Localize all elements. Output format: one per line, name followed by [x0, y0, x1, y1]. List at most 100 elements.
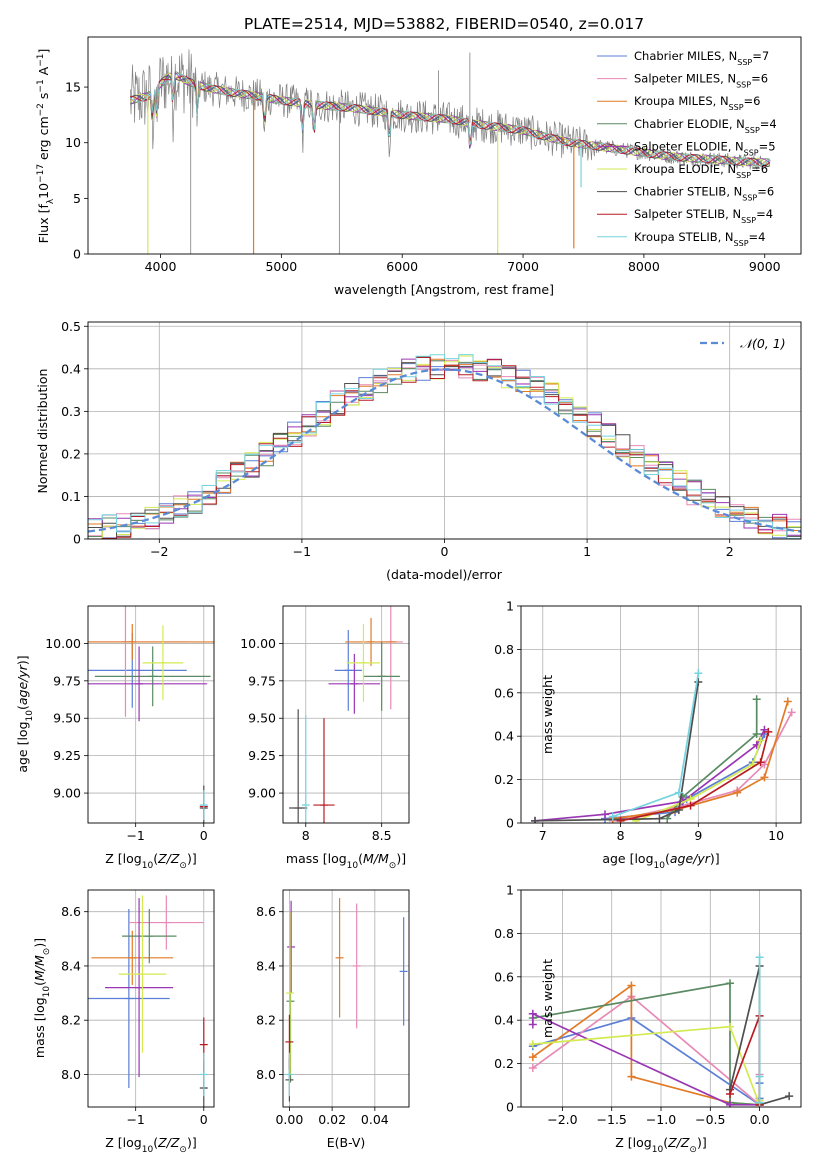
plot-area — [88, 606, 214, 823]
axis-label-part: ( — [153, 1135, 158, 1150]
weight-marker — [674, 788, 683, 797]
weight-marker — [783, 697, 792, 706]
legend-label-count: =6 — [751, 72, 768, 86]
weight-marker — [787, 708, 796, 717]
x-tick-label: 5000 — [265, 259, 297, 274]
y-axis-label: Flux [fλ10−17 erg cm−2 s−1 A−1] — [36, 49, 56, 244]
weight-marker — [528, 1040, 537, 1049]
axis-label-part: )] — [187, 851, 197, 866]
y-tick-label: 9.50 — [248, 711, 276, 726]
axis-label-part: s — [36, 93, 51, 104]
axes-frame — [87, 889, 215, 1108]
x-tick-label: 8.5 — [372, 828, 392, 843]
legend-label-name: Chabrier ELODIE, N — [634, 117, 745, 131]
axis-label-part: −17 — [36, 164, 46, 183]
legend-label: Kroupa ELODIE, NSSP=6 — [634, 162, 768, 180]
legend-label-count: =4 — [756, 207, 773, 221]
y-tick-label: 0 — [506, 1100, 514, 1115]
y-tick-label: 0.5 — [61, 319, 81, 334]
y-tick-label: 9.25 — [53, 748, 81, 763]
y-tick-label: 8.2 — [256, 1013, 276, 1028]
y-axis-label: age [log10(age/yr)] — [15, 655, 35, 772]
x-axis-label: age [log10(age/yr)] — [602, 851, 719, 871]
axis-label-part: ⊙ — [42, 948, 52, 956]
y-tick-label: 10.00 — [240, 636, 276, 651]
legend-label-sub: SSP — [729, 103, 744, 112]
axis-label-part: ( — [153, 851, 158, 866]
legend-label-count: =4 — [749, 230, 766, 244]
legend-label-count: =5 — [759, 139, 776, 153]
weight-marker — [528, 1063, 537, 1072]
weight-series-line — [531, 1012, 760, 1106]
axis-label-part: Z [log — [105, 851, 141, 866]
weight-marker — [694, 669, 703, 678]
legend-label-name: Salpeter MILES, N — [634, 72, 736, 86]
legend-label-sub: SSP — [745, 125, 760, 134]
y-tick-label: 0 — [506, 816, 514, 831]
weight-marker — [755, 1098, 764, 1107]
weight-series-line — [532, 982, 760, 1106]
model-spectrum-kroupa-elodie — [129, 72, 771, 167]
y-tick-label: 0.2 — [61, 446, 81, 461]
y-tick-label: 0.2 — [494, 772, 514, 787]
axis-label-part: age/yr — [670, 851, 711, 866]
legend-label: Salpeter MILES, NSSP=6 — [634, 72, 768, 90]
panel-residuals: −2 −1 0 1 2 0 0.1 0.2 0.3 0.4 0.5 (data-model)/erro… — [35, 319, 802, 582]
legend-label-count: =6 — [751, 162, 768, 176]
axis-label-part: M/M — [363, 851, 389, 866]
axis-label-part: age [log — [15, 721, 30, 772]
y-tick-label: 8.6 — [256, 904, 276, 919]
axis-label-part: M/M — [32, 955, 47, 981]
x-tick-label: 0 — [200, 1112, 208, 1127]
x-tick-label: 4000 — [145, 259, 177, 274]
x-tick-label: −2 — [150, 544, 168, 559]
axis-label-part: 10 — [25, 710, 35, 722]
axis-label-part: ( — [32, 981, 47, 986]
axis-label-part: A — [36, 66, 51, 79]
x-axis-label: Z [log10(Z/Z⊙)] — [105, 851, 196, 871]
x-tick-label: 1 — [583, 544, 591, 559]
plot-area — [531, 669, 796, 823]
x-tick-label: −1 — [126, 828, 144, 843]
x-tick-label: 6000 — [386, 259, 418, 274]
y-tick-label: 9.00 — [53, 786, 81, 801]
weight-marker — [756, 736, 765, 745]
legend-label-sub: SSP — [736, 80, 751, 89]
y-tick-label: 8.6 — [61, 904, 81, 919]
legend-label-name: Chabrier MILES, N — [634, 49, 737, 63]
panel-spectrum: 4000 5000 6000 7000 8000 9000 0 5 10 15 wavelength… — [36, 36, 802, 297]
y-tick-label: 1 — [506, 599, 514, 614]
y-tick-label: 0.8 — [494, 926, 514, 941]
weight-marker — [627, 1072, 636, 1081]
x-axis-label: E(B-V) — [327, 1135, 366, 1150]
axis-label-part: )] — [32, 938, 47, 948]
legend-label-count: =7 — [752, 49, 769, 63]
y-axis-label: mass weight — [540, 675, 555, 754]
legend-label: Kroupa STELIB, NSSP=4 — [634, 230, 765, 248]
y-tick-label: 9.50 — [53, 711, 81, 726]
weight-series-line — [666, 699, 758, 820]
y-tick-label: 9.75 — [248, 673, 276, 688]
weight-marker — [655, 814, 664, 823]
legend-label-sub: SSP — [736, 171, 751, 180]
y-tick-label: 0.2 — [494, 1056, 514, 1071]
figure-title: PLATE=2514, MJD=53882, FIBERID=0540, z=0… — [244, 15, 644, 33]
axis-label-part: )] — [15, 655, 30, 665]
legend-label-name: Kroupa STELIB, N — [634, 230, 734, 244]
legend-label-name: Kroupa ELODIE, N — [634, 162, 736, 176]
legend-label: Chabrier MILES, NSSP=7 — [634, 49, 769, 67]
axis-label-part: ⊙ — [389, 861, 397, 871]
legend-label-sub: SSP — [737, 58, 752, 67]
weight-marker — [694, 677, 703, 686]
axis-label-part: ] — [36, 49, 51, 54]
axes-frame — [87, 605, 215, 824]
y-tick-label: 0.1 — [61, 489, 81, 504]
x-tick-label: 8 — [617, 828, 625, 843]
x-tick-label: 10 — [768, 828, 784, 843]
axis-label-part: ( — [358, 851, 363, 866]
x-tick-label: 8 — [302, 828, 310, 843]
y-tick-label: 10 — [65, 135, 81, 150]
panels: 4000 5000 6000 7000 8000 9000051015wavelength… — [15, 36, 802, 1155]
y-tick-label: 9.25 — [248, 748, 276, 763]
legend-label-name: Chabrier STELIB, N — [634, 185, 742, 199]
